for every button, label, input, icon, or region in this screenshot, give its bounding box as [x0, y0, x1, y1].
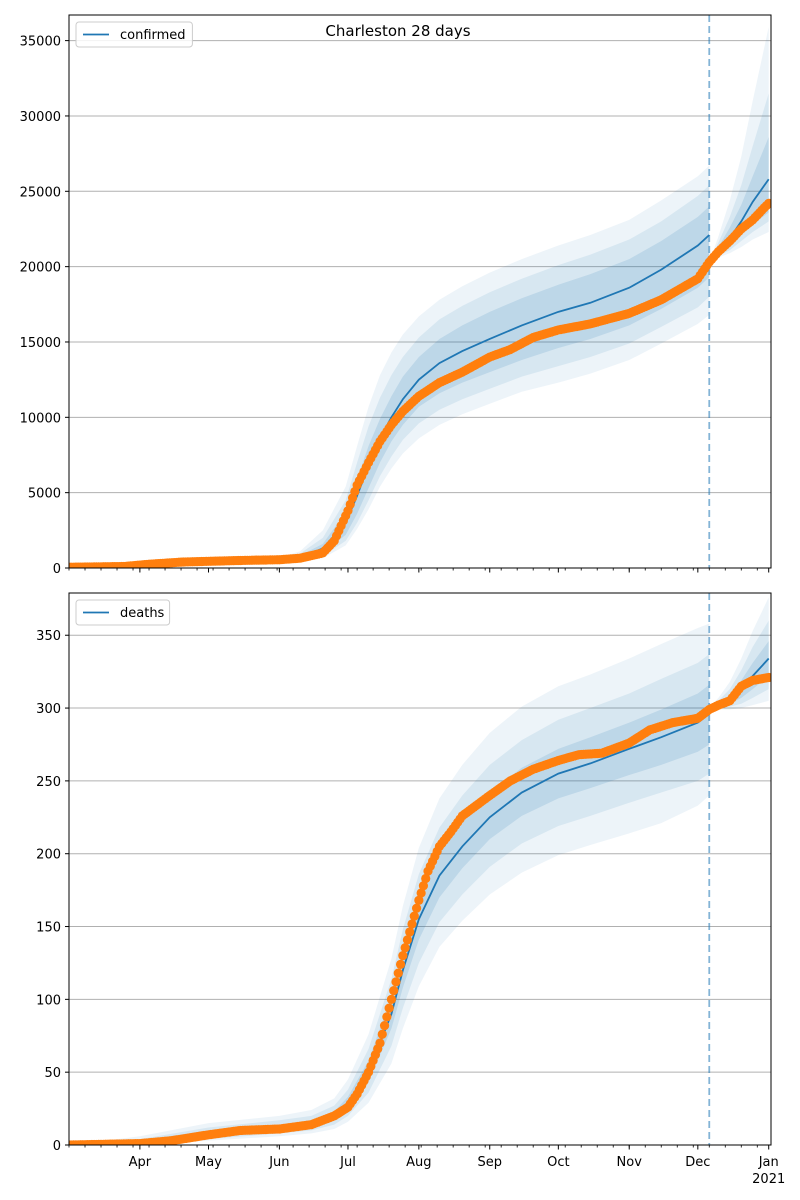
confidence-band [69, 623, 710, 1145]
confidence-band [709, 620, 769, 709]
observed-point [391, 977, 401, 987]
plot-content [69, 15, 771, 568]
x-year-label: 2021 [752, 1172, 785, 1187]
observed-point [405, 927, 415, 937]
x-tick-label: Dec [685, 1155, 710, 1170]
x-tick-label: Apr [129, 1155, 152, 1170]
y-tick-label: 100 [36, 993, 61, 1008]
plot-frame [68, 14, 772, 569]
observed-point [411, 903, 422, 913]
legend-label: deaths [120, 606, 165, 621]
y-tick-label: 30000 [20, 110, 61, 125]
observed-point [393, 968, 403, 978]
plot-content [69, 593, 771, 1145]
y-tick-label: 15000 [20, 336, 61, 351]
y-tick-label: 300 [36, 702, 61, 717]
legend-box [75, 21, 193, 48]
confidence-band [69, 206, 710, 568]
y-tick-label: 10000 [20, 411, 61, 426]
confidence-band [69, 165, 710, 568]
y-tick-label: 35000 [20, 35, 61, 50]
observed-point [400, 943, 410, 953]
x-tick-label: Aug [406, 1155, 431, 1170]
y-tick-label: 350 [36, 629, 61, 644]
plot-frame [68, 592, 772, 1146]
y-tick-label: 150 [36, 921, 61, 936]
observed-point [379, 1020, 390, 1031]
observed-point [764, 672, 771, 683]
legend-label: confirmed [120, 28, 186, 43]
confidence-band [69, 684, 710, 1145]
observed-point [764, 198, 771, 208]
confidence-band [69, 185, 710, 568]
y-tick-label: 250 [36, 775, 61, 790]
x-tick-label: May [195, 1155, 222, 1170]
y-tick-label: 200 [36, 848, 61, 863]
plot-area [69, 593, 771, 1145]
x-tick-label: Jan [758, 1155, 779, 1170]
observed-point [402, 935, 413, 945]
x-tick-label: Jun [268, 1155, 289, 1170]
observed-point [389, 986, 399, 996]
observed-point [416, 888, 426, 898]
observed-point [407, 919, 417, 929]
confidence-band [709, 27, 769, 263]
y-tick-label: 0 [53, 1139, 61, 1154]
plot-area [69, 15, 771, 568]
y-tick-label: 0 [53, 562, 61, 577]
x-tick-label: Oct [547, 1155, 569, 1170]
observed-point [395, 959, 406, 969]
x-tick-label: Jul [339, 1155, 356, 1170]
deaths-panel: 0 50 100 150 200 250 300 350 Apr May Jun Jul Aug Sep O… [36, 592, 785, 1187]
y-tick-label: 5000 [28, 487, 61, 502]
observed-point [384, 1003, 394, 1013]
legend: confirmed [75, 21, 193, 48]
observed-point [418, 881, 429, 891]
observed-point [375, 1038, 385, 1048]
x-tick-label: Nov [617, 1155, 643, 1170]
chart-title: Charleston 28 days [325, 22, 470, 40]
legend-box [75, 599, 171, 626]
observed-point [414, 895, 424, 905]
observed-point [398, 951, 408, 961]
observed-point [382, 1012, 392, 1022]
y-tick-label: 20000 [20, 261, 61, 276]
x-tick-label: Sep [477, 1155, 502, 1170]
legend: deaths [75, 599, 171, 626]
confirmed-panel: 0 5000 10000 15000 20000 25000 30000 35000 confi… [20, 14, 772, 577]
observed-point [409, 911, 419, 921]
y-tick-label: 50 [44, 1066, 61, 1081]
observed-point [377, 1029, 387, 1039]
confidence-band [69, 654, 710, 1145]
observed-point [421, 873, 431, 884]
observed-point [386, 994, 397, 1004]
y-tick-label: 25000 [20, 185, 61, 200]
